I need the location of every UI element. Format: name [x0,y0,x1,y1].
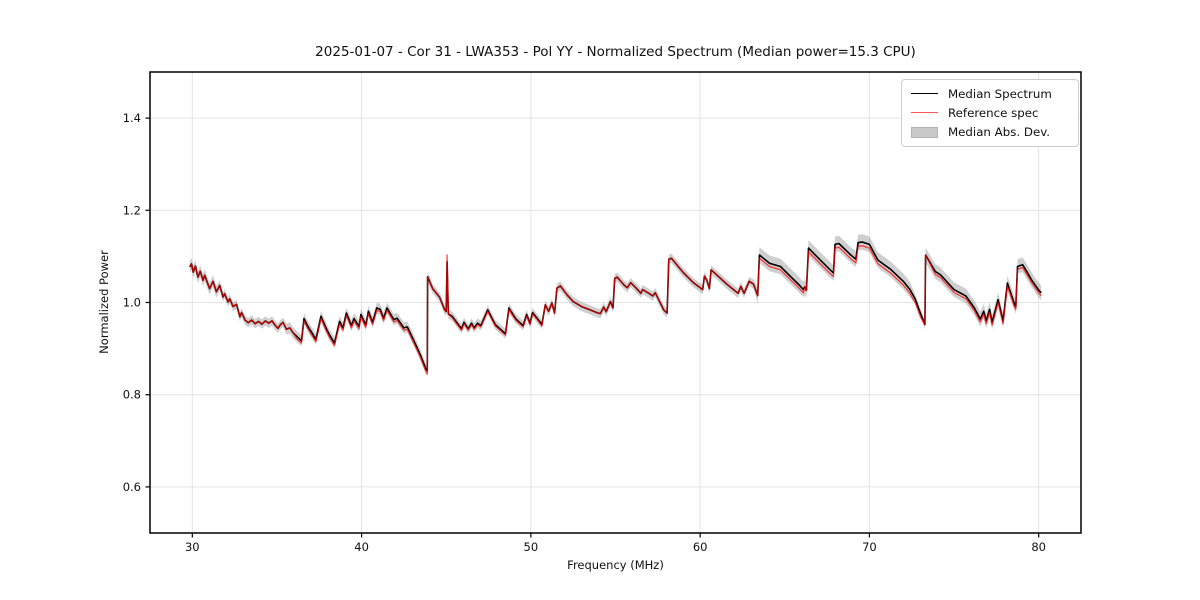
x-axis-label: Frequency (MHz) [567,558,664,572]
legend: Median Spectrum Reference spec Median Ab… [901,79,1079,147]
reference-line-sample [911,112,938,114]
x-tick-label: 70 [862,540,877,554]
y-tick-label: 0.8 [123,388,141,402]
y-axis-label: Normalized Power [97,250,111,354]
median-spectrum-line [189,241,1042,372]
median-line-sample [911,93,938,95]
y-tick-label: 1.2 [123,203,141,217]
legend-item-mad: Median Abs. Dev. [911,125,1069,139]
legend-item-reference-spec: Reference spec [911,106,1069,120]
chart-title: 2025-01-07 - Cor 31 - LWA353 - Pol YY - … [315,44,916,60]
legend-label: Median Abs. Dev. [948,125,1051,140]
x-tick-label: 50 [524,540,539,554]
y-tick-label: 1.0 [123,296,141,310]
legend-label: Median Spectrum [948,86,1052,101]
y-tick-label: 0.6 [123,480,141,494]
legend-label: Reference spec [948,105,1039,120]
mad-band [189,234,1042,377]
mad-band-polygon [189,234,1042,377]
mad-patch-sample [911,126,938,138]
axis-tick-labels: 30 40 50 60 70 80 0.6 0.8 1.0 1.2 1.4 [123,111,1046,554]
legend-item-median-spectrum: Median Spectrum [911,87,1069,101]
x-tick-label: 60 [693,540,708,554]
x-tick-label: 80 [1031,540,1046,554]
reference-spec-line [189,245,1042,375]
x-tick-label: 30 [185,540,200,554]
x-tick-label: 40 [354,540,369,554]
reference-spec-path [189,245,1042,375]
axis-ticks [145,117,1040,538]
y-tick-label: 1.4 [123,111,141,125]
median-spectrum-path [189,241,1042,372]
